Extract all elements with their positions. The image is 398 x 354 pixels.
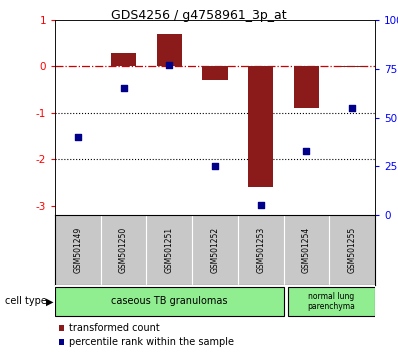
- Bar: [55, 287, 283, 316]
- Text: GSM501251: GSM501251: [165, 227, 174, 273]
- Point: [258, 202, 264, 208]
- Bar: [248, 67, 273, 187]
- Bar: [288, 287, 375, 316]
- Text: normal lung
parenchyma: normal lung parenchyma: [308, 292, 355, 311]
- Text: caseous TB granulomas: caseous TB granulomas: [111, 297, 228, 307]
- Point: [75, 134, 81, 140]
- Bar: [157, 34, 182, 67]
- Bar: [294, 67, 319, 108]
- Point: [212, 164, 218, 169]
- Text: ▶: ▶: [46, 297, 54, 307]
- Text: GSM501249: GSM501249: [73, 227, 82, 273]
- Bar: [203, 67, 228, 80]
- Text: GSM501252: GSM501252: [211, 227, 220, 273]
- Text: percentile rank within the sample: percentile rank within the sample: [69, 337, 234, 347]
- Bar: [111, 52, 136, 67]
- Text: GDS4256 / g4758961_3p_at: GDS4256 / g4758961_3p_at: [111, 9, 287, 22]
- Point: [166, 62, 172, 68]
- Text: cell type: cell type: [5, 297, 47, 307]
- Text: GSM501255: GSM501255: [347, 227, 357, 273]
- Point: [120, 85, 127, 91]
- Text: GSM501254: GSM501254: [302, 227, 311, 273]
- Text: GSM501253: GSM501253: [256, 227, 265, 273]
- Text: transformed count: transformed count: [69, 323, 160, 333]
- Point: [303, 148, 310, 154]
- Text: GSM501250: GSM501250: [119, 227, 128, 273]
- Point: [349, 105, 355, 110]
